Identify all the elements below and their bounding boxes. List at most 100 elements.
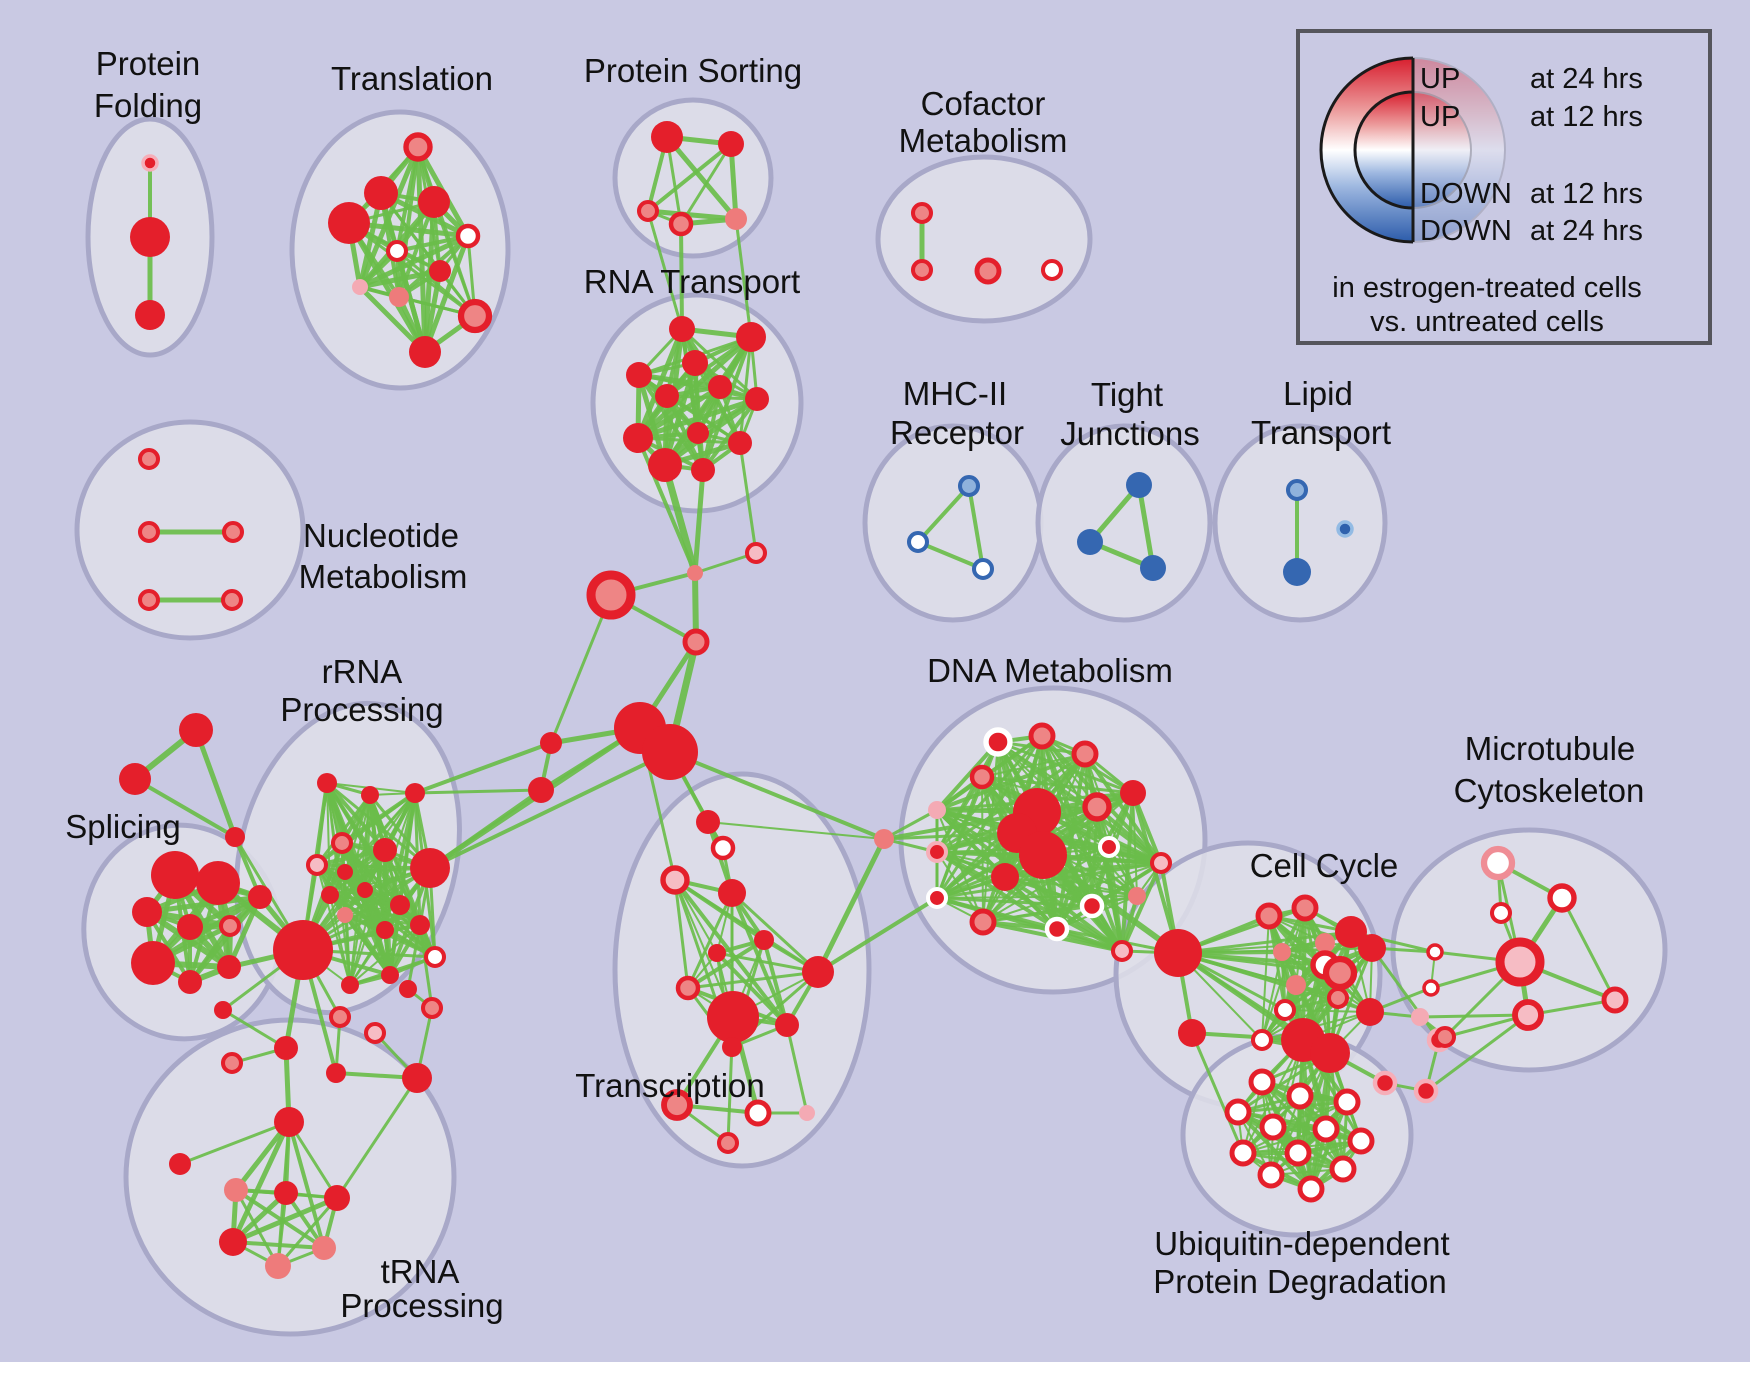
node-cy11[interactable] <box>1250 1028 1274 1052</box>
node-tx8[interactable] <box>707 991 759 1043</box>
node-rr15[interactable] <box>381 966 399 984</box>
node-ub3[interactable] <box>1224 1098 1252 1126</box>
node-ux1[interactable] <box>1413 1078 1439 1104</box>
node-rt10[interactable] <box>648 448 682 482</box>
node-tx13[interactable] <box>799 1105 815 1121</box>
node-rr14[interactable] <box>341 976 359 994</box>
node-cy3[interactable] <box>1273 943 1291 961</box>
node-tx3[interactable] <box>718 879 746 907</box>
node-mh0[interactable] <box>957 474 981 498</box>
node-rrh[interactable] <box>273 920 333 980</box>
node-rt11[interactable] <box>691 458 715 482</box>
node-rr4[interactable] <box>305 853 329 877</box>
node-cc0[interactable] <box>744 541 768 565</box>
node-dm18[interactable] <box>1128 887 1146 905</box>
node-pf2[interactable] <box>135 300 165 330</box>
node-cy9[interactable] <box>1326 986 1350 1010</box>
node-dm4[interactable] <box>928 801 946 819</box>
node-cy5[interactable] <box>1358 934 1386 962</box>
node-dm2[interactable] <box>1071 740 1099 768</box>
node-nm3[interactable] <box>137 588 161 612</box>
node-dm13[interactable] <box>1149 851 1173 875</box>
node-dm16[interactable] <box>1044 916 1070 942</box>
node-ps0[interactable] <box>651 121 683 153</box>
node-rt6[interactable] <box>745 387 769 411</box>
node-tx4[interactable] <box>675 975 701 1001</box>
node-rt5[interactable] <box>655 384 679 408</box>
node-sp0[interactable] <box>151 851 199 899</box>
node-cy4[interactable] <box>1335 916 1367 948</box>
node-rr3[interactable] <box>330 831 354 855</box>
node-tj0[interactable] <box>1126 472 1152 498</box>
node-t0[interactable] <box>403 132 433 162</box>
node-rr7[interactable] <box>410 848 450 888</box>
node-cc1[interactable] <box>687 565 703 581</box>
node-dm0[interactable] <box>983 727 1013 757</box>
node-t6[interactable] <box>429 260 451 282</box>
node-tn0[interactable] <box>224 1178 248 1202</box>
node-t3[interactable] <box>328 202 370 244</box>
node-rr11[interactable] <box>337 907 353 923</box>
node-dm12[interactable] <box>1097 835 1121 859</box>
node-dm3[interactable] <box>969 764 995 790</box>
node-mc7[interactable] <box>1601 986 1629 1014</box>
node-lx1[interactable] <box>528 777 554 803</box>
node-bx3[interactable] <box>326 1063 346 1083</box>
node-bx1[interactable] <box>363 1021 387 1045</box>
node-rr2[interactable] <box>405 783 425 803</box>
node-cy8[interactable] <box>1286 975 1306 995</box>
node-mc0[interactable] <box>1480 845 1516 881</box>
node-t10[interactable] <box>409 336 441 368</box>
node-lp0[interactable] <box>1285 478 1309 502</box>
node-cy13[interactable] <box>1310 1033 1350 1073</box>
node-mh2[interactable] <box>971 557 995 581</box>
node-rt0[interactable] <box>669 316 695 342</box>
node-cf2[interactable] <box>974 257 1002 285</box>
node-ps3[interactable] <box>668 211 694 237</box>
node-cc3[interactable] <box>682 628 710 656</box>
node-dm10[interactable] <box>991 863 1019 891</box>
node-mh1[interactable] <box>906 530 930 554</box>
node-tn3[interactable] <box>219 1228 247 1256</box>
node-tj2[interactable] <box>1140 555 1166 581</box>
node-sp3[interactable] <box>177 914 203 940</box>
node-tnl[interactable] <box>169 1153 191 1175</box>
node-cy14[interactable] <box>1356 998 1384 1026</box>
node-tn4[interactable] <box>312 1236 336 1260</box>
node-mc9[interactable] <box>1433 1025 1457 1049</box>
node-ub1[interactable] <box>1286 1082 1314 1110</box>
node-tx7[interactable] <box>802 956 834 988</box>
node-mc3[interactable] <box>1426 943 1444 961</box>
node-cy2[interactable] <box>1315 933 1335 953</box>
node-mc4[interactable] <box>1422 979 1440 997</box>
node-ps4[interactable] <box>725 208 747 230</box>
node-cf0[interactable] <box>910 201 934 225</box>
node-mc6[interactable] <box>1512 999 1544 1031</box>
node-tx5[interactable] <box>708 944 726 962</box>
node-ub9[interactable] <box>1329 1155 1357 1183</box>
node-mc1[interactable] <box>1547 883 1577 913</box>
node-hub2[interactable] <box>642 724 698 780</box>
node-t8[interactable] <box>389 287 409 307</box>
node-dm1[interactable] <box>1028 722 1056 750</box>
node-dm11[interactable] <box>925 840 949 864</box>
node-nm1[interactable] <box>137 520 161 544</box>
node-dm15[interactable] <box>969 908 997 936</box>
node-rr16[interactable] <box>423 945 447 969</box>
node-ub5[interactable] <box>1312 1115 1340 1143</box>
node-tn2[interactable] <box>324 1185 350 1211</box>
node-dm9[interactable] <box>1019 831 1067 879</box>
node-tx6[interactable] <box>754 930 774 950</box>
node-sp2[interactable] <box>132 897 162 927</box>
node-rr9[interactable] <box>357 882 373 898</box>
node-tnb[interactable] <box>274 1107 304 1137</box>
node-ub8[interactable] <box>1284 1139 1312 1167</box>
node-rr5[interactable] <box>337 864 353 880</box>
node-ub6[interactable] <box>1347 1127 1375 1155</box>
node-sp7[interactable] <box>217 955 241 979</box>
node-bx4[interactable] <box>420 996 444 1020</box>
node-mc8[interactable] <box>1411 1008 1429 1026</box>
node-lp2[interactable] <box>1336 520 1354 538</box>
node-bx5[interactable] <box>399 980 417 998</box>
node-rt7[interactable] <box>623 423 653 453</box>
